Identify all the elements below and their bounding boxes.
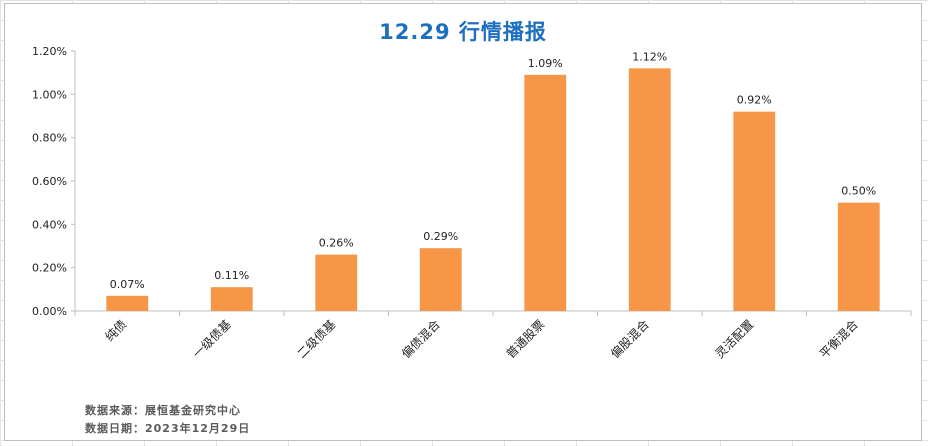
x-axis: 纯债 一级债基 二级债基 偏债混合 普通股票 偏股混合 灵活配置 平衡混合 <box>74 310 912 362</box>
y-axis: 0.00% 0.20% 0.40% 0.60% 0.80% 1.00% 1.20% <box>32 45 76 318</box>
bar <box>524 74 567 311</box>
data-label: 0.26% <box>319 237 354 250</box>
y-tick-label: 1.20% <box>32 45 67 58</box>
data-date-note: 数据日期：2023年12月29日 <box>85 422 251 435</box>
data-label: 0.50% <box>841 185 876 198</box>
bar <box>315 254 358 311</box>
y-tick-label: 0.00% <box>32 305 67 318</box>
bar <box>628 68 671 311</box>
data-label: 0.92% <box>737 94 772 107</box>
y-tick-label: 0.80% <box>32 132 67 145</box>
x-category-label: 平衡混合 <box>816 317 861 362</box>
data-labels: 0.07% 0.11% 0.26% 0.29% 1.09% 1.12% 0.92% 0.50% <box>110 50 876 291</box>
x-category-label: 纯债 <box>102 317 129 344</box>
bar <box>733 111 776 312</box>
bar <box>210 287 253 311</box>
data-label: 0.07% <box>110 278 145 291</box>
bar-chart: 0.00% 0.20% 0.40% 0.60% 0.80% 1.00% 1.20% 纯债 一级… <box>32 45 912 362</box>
bar <box>837 202 880 311</box>
bar <box>419 248 462 311</box>
data-label: 0.11% <box>214 269 249 282</box>
data-source-note: 数据来源：展恒基金研究中心 <box>85 404 241 417</box>
chart-title: 12.29 行情播报 <box>379 20 547 44</box>
y-tick-label: 0.40% <box>32 218 67 231</box>
x-category-label: 偏债混合 <box>398 317 443 362</box>
x-category-label: 灵活配置 <box>713 317 757 361</box>
x-category-label: 二级债基 <box>295 317 339 361</box>
data-label: 1.09% <box>528 57 563 70</box>
bar-series <box>106 68 880 312</box>
y-tick-label: 0.60% <box>32 175 67 188</box>
data-label: 1.12% <box>632 50 667 63</box>
bar <box>106 295 149 311</box>
x-category-label: 一级债基 <box>190 317 234 361</box>
data-label: 0.29% <box>423 230 458 243</box>
y-tick-label: 1.00% <box>32 88 67 101</box>
chart-area[interactable]: 12.29 行情播报 0.00% 0.20% 0.40% 0.60% 0.80% 1.00… <box>4 3 922 441</box>
y-tick-label: 0.20% <box>32 262 67 275</box>
x-category-label: 偏股混合 <box>607 317 652 362</box>
x-category-label: 普通股票 <box>504 317 548 361</box>
